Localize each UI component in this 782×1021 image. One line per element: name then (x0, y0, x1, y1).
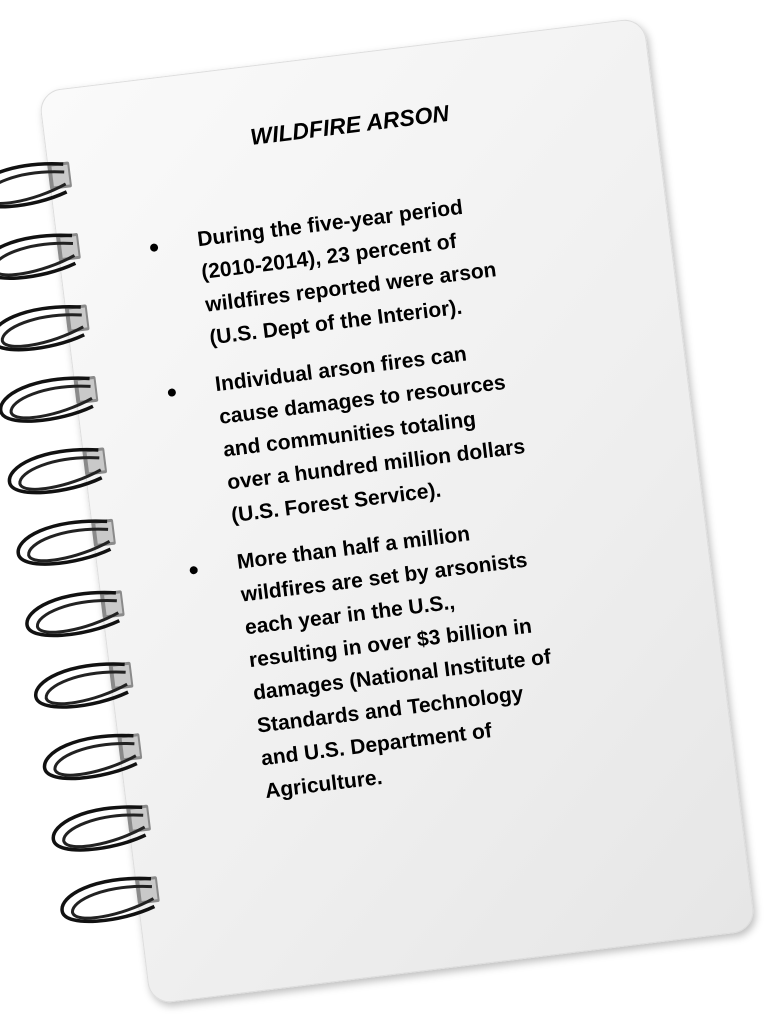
bullet-list: During the five-year period(2010-2014), … (56, 166, 735, 839)
bullet-dot (189, 566, 198, 575)
bullet-dot (150, 243, 159, 252)
bullet-dot (167, 388, 176, 397)
title: WILDFIRE ARSON (45, 75, 654, 176)
notebook-page: WILDFIRE ARSON During the five-year peri… (38, 17, 756, 1004)
ring-tab (139, 879, 157, 901)
screen: WILDFIRE ARSON During the five-year peri… (0, 0, 782, 1021)
